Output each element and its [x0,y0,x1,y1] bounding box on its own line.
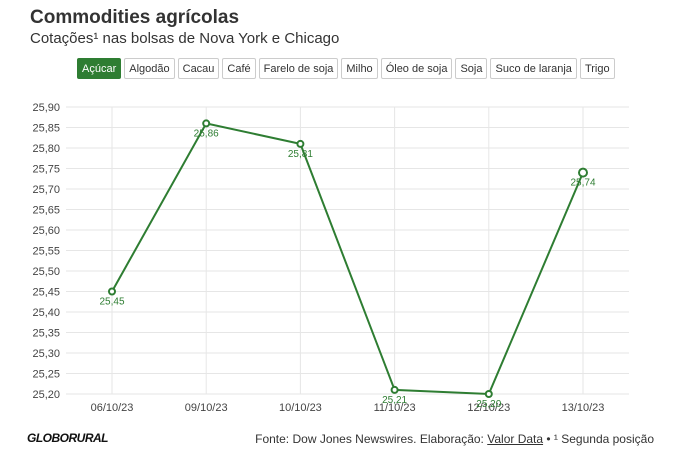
tab-oleo-de-soja[interactable]: Óleo de soja [380,58,453,79]
chart-subtitle: Cotações¹ nas bolsas de Nova York e Chic… [30,30,340,47]
y-tick-label: 25,70 [32,184,60,196]
data-point [296,139,305,148]
valor-data-link[interactable]: Valor Data [487,432,544,446]
y-tick-label: 25,85 [32,123,60,135]
tab-algodao[interactable]: Algodão [124,58,175,79]
y-tick-label: 25,30 [32,348,60,360]
tab-soja[interactable]: Soja [455,58,488,79]
tab-trigo[interactable]: Trigo [579,58,615,79]
y-tick-label: 25,80 [32,143,60,155]
x-tick-label: 12/10/23 [467,402,510,414]
x-tick-label: 11/10/23 [374,402,416,414]
y-tick-label: 25,75 [32,164,60,176]
source-note: Fonte: Dow Jones Newswires. Elaboração: … [255,432,654,446]
data-label: 25,86 [194,128,219,139]
y-tick-label: 25,40 [32,307,60,319]
x-tick-label: 09/10/23 [185,402,228,414]
data-point [578,167,588,178]
y-tick-label: 25,45 [32,287,60,299]
tab-suco-de-laranja[interactable]: Suco de laranja [490,58,577,79]
data-point [108,287,116,296]
globorural-logo: GLOBORURAL [27,431,109,445]
series-line [111,122,584,396]
data-label: 25,74 [570,178,595,189]
data-point [484,390,493,398]
tab-acucar[interactable]: Açúcar [77,58,122,79]
x-tick-label: 10/10/23 [279,402,322,414]
y-tick-label: 25,35 [32,328,60,340]
data-label: 25,21 [382,395,407,406]
chart-title: Commodities agrícolas [30,7,240,28]
y-tick-label: 25,90 [32,102,60,114]
source-prefix: Fonte: Dow Jones Newswires. Elaboração: [255,432,488,446]
y-tick-label: 25,25 [32,369,60,381]
tab-milho[interactable]: Milho [341,58,378,79]
tab-farelo-de-soja[interactable]: Farelo de soja [258,58,339,79]
y-tick-label: 25,65 [32,205,60,217]
x-tick-label: 13/10/23 [562,402,605,414]
data-label: 25,45 [99,297,124,308]
data-point [202,119,211,128]
y-tick-label: 25,60 [32,225,60,237]
data-point [390,385,399,394]
y-tick-label: 25,55 [32,246,60,258]
source-suffix: • ¹ Segunda posição [543,432,654,446]
data-label: 25,20 [476,399,501,410]
tab-cacau[interactable]: Cacau [177,58,220,79]
data-label: 25,81 [288,149,313,160]
y-tick-label: 25,20 [32,389,60,401]
x-tick-label: 06/10/23 [91,402,134,414]
tab-cafe[interactable]: Café [222,58,256,79]
commodity-tabs: Açúcar Algodão Cacau Café Farelo de soja… [77,58,615,79]
y-tick-label: 25,50 [32,266,60,278]
